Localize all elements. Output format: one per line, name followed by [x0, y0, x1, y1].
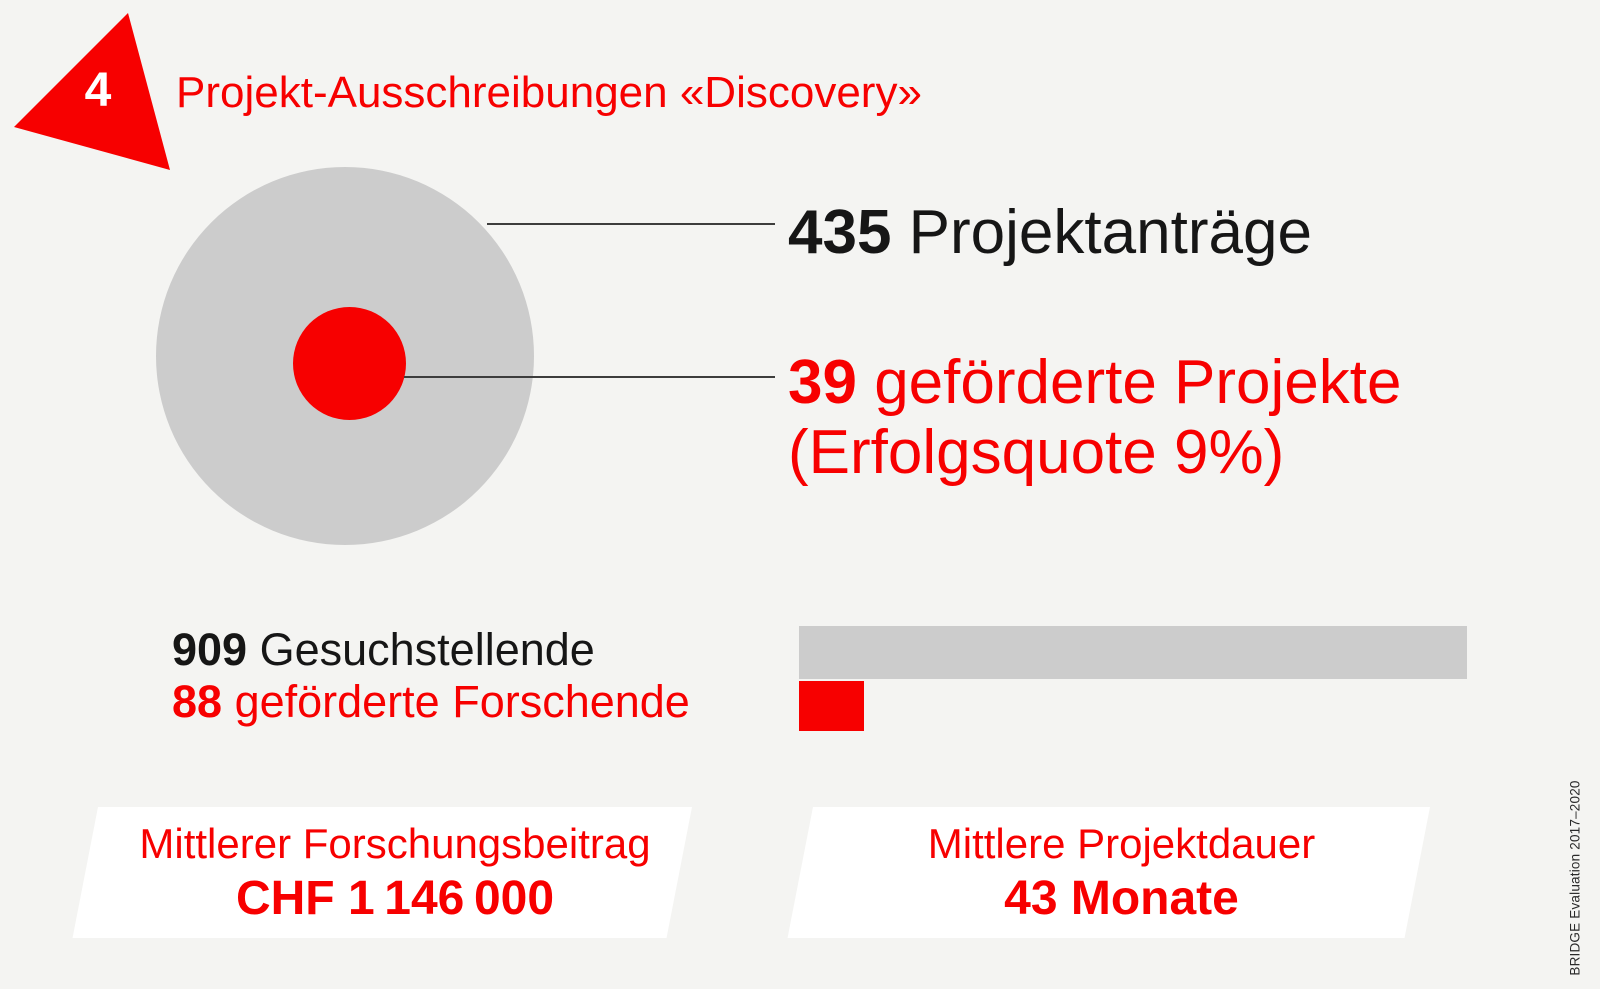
- applicants-text: Gesuchstellende: [247, 624, 595, 675]
- people-stats: 909 Gesuchstellende 88 geförderte Forsch…: [172, 624, 690, 728]
- funded-projects-label: 39 geförderte Projekte (Erfolgsquote 9%): [788, 348, 1402, 488]
- avg-duration-label: Mittlere Projektdauer: [927, 819, 1316, 867]
- applicants-count: 909: [172, 624, 248, 675]
- avg-duration-value: 43 Monate: [1004, 871, 1239, 925]
- funded-researchers-line: 88 geförderte Forschende: [172, 676, 690, 728]
- connector-line-funded: [404, 376, 775, 378]
- applications-count: 435: [788, 198, 892, 267]
- source-note: BRIDGE Evaluation 2017–2020: [1567, 780, 1583, 976]
- funded-researchers-bar: [799, 681, 864, 731]
- success-rate-text: (Erfolgsquote 9%): [788, 418, 1285, 487]
- avg-grant-label: Mittlerer Forschungsbeitrag: [139, 819, 651, 867]
- chapter-number: 4: [84, 64, 112, 117]
- funded-researchers-count: 88: [172, 676, 223, 727]
- funded-projects-line1: 39 geförderte Projekte: [788, 348, 1402, 418]
- chapter-arrow-icon: [14, 13, 170, 170]
- avg-grant-box: Mittlerer Forschungsbeitrag CHF 1 146 00…: [72, 807, 692, 938]
- funded-researchers-text: geförderte Forschende: [222, 676, 690, 727]
- page-title: Projekt-Ausschreibungen «Discovery»: [176, 68, 922, 117]
- applications-text: Projektanträge: [891, 198, 1312, 267]
- connector-line-applications: [487, 223, 775, 225]
- avg-duration-box: Mittlere Projektdauer 43 Monate: [787, 807, 1430, 938]
- applicants-line: 909 Gesuchstellende: [172, 624, 690, 676]
- applications-label: 435 Projektanträge: [788, 198, 1312, 268]
- applicants-bar: [799, 626, 1467, 679]
- funded-projects-circle: [293, 306, 406, 420]
- avg-grant-value: CHF 1 146 000: [235, 871, 555, 925]
- funded-projects-count: 39: [788, 348, 857, 417]
- funded-projects-text: geförderte Projekte: [856, 348, 1402, 417]
